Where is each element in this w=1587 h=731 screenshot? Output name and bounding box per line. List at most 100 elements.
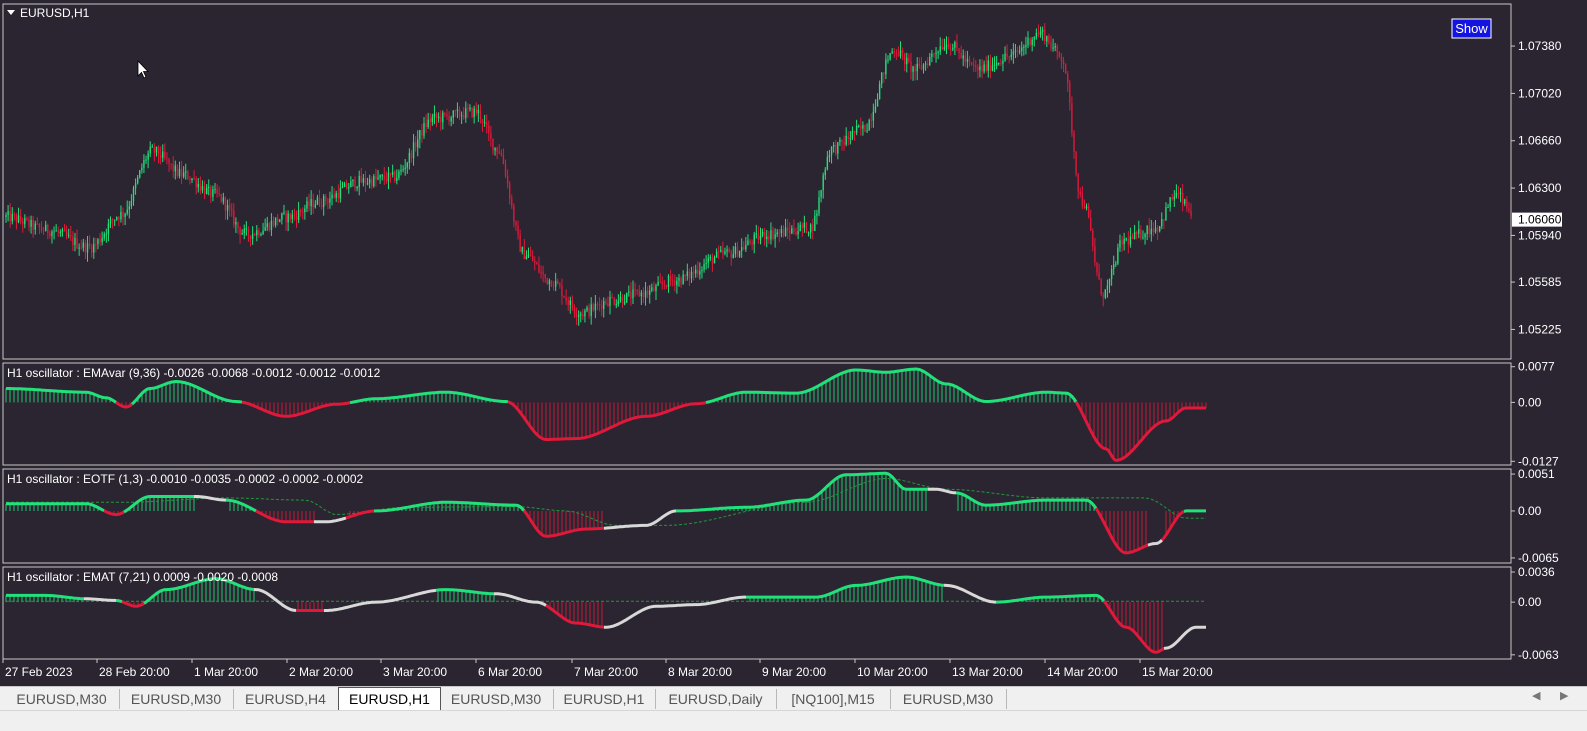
candle-body (634, 289, 636, 291)
candle-body (469, 107, 471, 110)
pane-frame-2 (2, 468, 1512, 564)
oscillator-line (1102, 600, 1165, 654)
candle-body (1135, 232, 1138, 234)
candle-body (325, 195, 327, 202)
candle-body (619, 296, 622, 302)
candle-body (302, 211, 304, 213)
oscillator-line (6, 502, 105, 513)
candle-body (224, 197, 227, 211)
oscillator-line (84, 597, 117, 602)
candle-body (310, 199, 312, 207)
candle-body (617, 301, 620, 305)
candle-body (42, 230, 45, 232)
candle-body (421, 130, 423, 136)
candle-body (1173, 196, 1176, 200)
candle-body (381, 175, 383, 177)
tab-scroll-right-icon[interactable]: ▶ (1560, 690, 1569, 702)
candle-body (174, 165, 176, 172)
candle-body (789, 230, 791, 234)
candle-body (49, 233, 51, 237)
oscillator-line (6, 387, 117, 404)
candle-body (118, 217, 120, 220)
oscillator-line (115, 599, 123, 604)
candle-body (356, 187, 358, 189)
oscillator-line (123, 495, 194, 514)
candle-body (473, 108, 475, 117)
candle-body (1113, 264, 1115, 269)
candle-body (467, 108, 469, 110)
candle-body (893, 51, 895, 54)
candle-body (726, 249, 728, 252)
oscillator-line (349, 390, 509, 405)
candle-body (228, 204, 231, 209)
candle-body (565, 297, 567, 301)
candle-body (366, 183, 369, 185)
candle-body (1108, 278, 1111, 286)
collapse-triangle-icon (7, 10, 15, 15)
candle-body (958, 48, 960, 53)
current-price-box (1512, 212, 1562, 227)
show-button[interactable] (1451, 18, 1492, 39)
candle-body (149, 146, 151, 154)
candle-body (935, 52, 937, 54)
tab-eurusd-m30-8[interactable]: EURUSD,M30 (890, 689, 1007, 709)
candle-body (734, 246, 737, 255)
tab-eurusd-h1-5[interactable]: EURUSD,H1 (553, 689, 656, 709)
candle-body (993, 64, 996, 66)
candle-body (876, 99, 879, 107)
candle-body (628, 291, 630, 293)
candle-body (308, 201, 310, 207)
oscillator-line (115, 401, 133, 409)
candle-body (552, 286, 555, 288)
tab-eurusd-m30-4[interactable]: EURUSD,M30 (439, 689, 554, 709)
candle-body (141, 167, 143, 171)
candle-body (763, 231, 766, 240)
candle-body (774, 234, 776, 239)
candle-body (318, 197, 321, 206)
y-tick-label: 0.00 (1518, 595, 1542, 609)
candle-body (805, 222, 808, 233)
oscillator-label-3: H1 oscillator : EMAT (7,21) 0.0009 -0.00… (7, 570, 278, 584)
candle-body (743, 247, 745, 250)
tab-eurusd-h1-3[interactable]: EURUSD,H1 (338, 687, 441, 711)
candle-body (63, 229, 66, 232)
candle-body (82, 242, 85, 248)
candle-body (1163, 219, 1165, 221)
tab-eurusd-h4-2[interactable]: EURUSD,H4 (233, 689, 339, 709)
x-tick-label: 28 Feb 20:00 (99, 665, 170, 679)
candle-body (603, 301, 605, 309)
chart-canvas[interactable]: 1.07380 1.07020 1.06660 1.06300 1.05940 1.055… (0, 0, 1587, 686)
candle-body (1025, 45, 1027, 48)
candle-body (500, 153, 503, 156)
candle-body (669, 275, 672, 281)
candle-body (830, 146, 833, 156)
candle-body (780, 229, 783, 234)
candle-body (1052, 47, 1054, 49)
status-bar (0, 710, 1587, 731)
tab-eurusd-daily-6[interactable]: EURUSD,Daily (655, 689, 777, 709)
candle-body (220, 194, 222, 202)
candle-body (757, 233, 760, 240)
candle-body (331, 194, 333, 199)
candle-body (11, 213, 13, 222)
chart-window[interactable]: 1.07380 1.07020 1.06660 1.06300 1.05940 1.055… (0, 0, 1587, 686)
oscillator-line (1074, 401, 1206, 462)
oscillator-line (130, 380, 243, 406)
tab-eurusd-m30-1[interactable]: EURUSD,M30 (119, 689, 234, 709)
candle-body (998, 62, 1000, 64)
oscillator-line (603, 509, 677, 530)
x-tick-label: 10 Mar 20:00 (857, 665, 928, 679)
oscillator-line (1160, 510, 1185, 542)
candle-body (1092, 230, 1094, 247)
oscillator-line (121, 600, 145, 608)
tab-scroll-left-icon[interactable]: ◀ (1532, 690, 1541, 702)
tab-eurusd-m30-0[interactable]: EURUSD,M30 (4, 689, 120, 709)
candle-body (498, 151, 500, 154)
candle-body (885, 59, 887, 75)
candle-body (692, 271, 695, 274)
candle-body (1090, 218, 1092, 231)
candle-body (295, 215, 298, 220)
candle-body (36, 223, 39, 225)
oscillator-label-1: H1 oscillator : EMAvar (9,36) -0.0026 -0… (7, 366, 381, 380)
tab--nq100-m15-7[interactable]: [NQ100],M15 (776, 689, 891, 709)
